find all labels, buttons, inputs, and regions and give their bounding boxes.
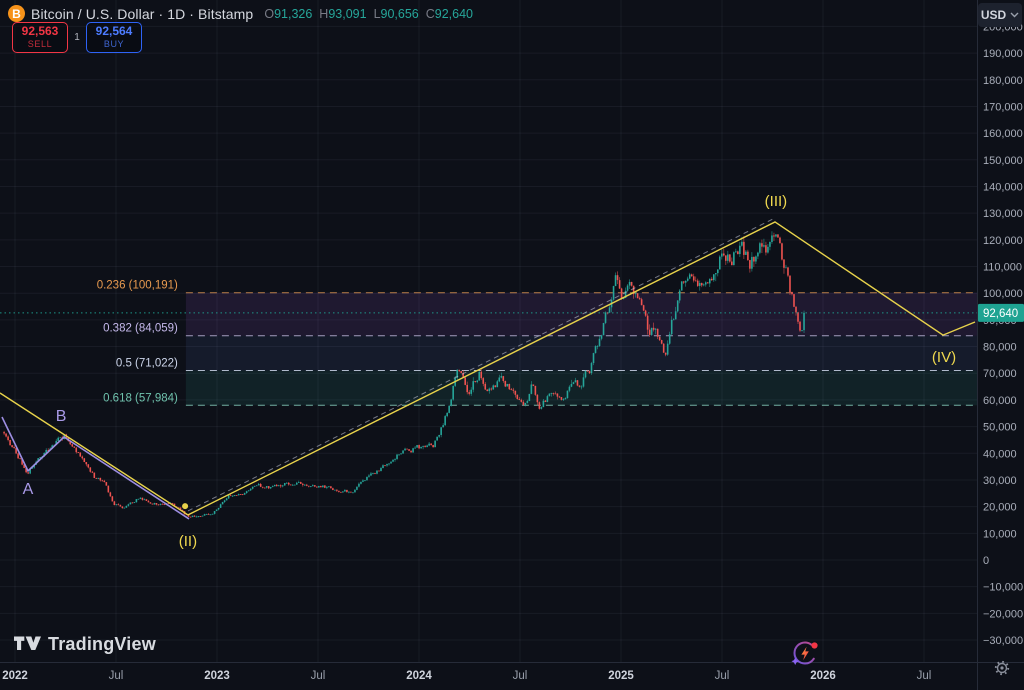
axis-settings-button[interactable] xyxy=(994,660,1010,681)
tradingview-logo-icon xyxy=(14,636,41,651)
fib-level-label: 0.618 (57,984) xyxy=(103,392,178,404)
svg-text:190,000: 190,000 xyxy=(983,48,1023,60)
svg-text:180,000: 180,000 xyxy=(983,75,1023,87)
currency-value: USD xyxy=(980,8,1007,22)
low-label: L xyxy=(373,6,381,21)
svg-text:−10,000: −10,000 xyxy=(983,582,1023,594)
svg-text:120,000: 120,000 xyxy=(983,235,1023,247)
buy-price: 92,564 xyxy=(95,24,133,38)
spread-value: 1 xyxy=(74,32,80,43)
trade-buttons: 92,563 SELL 1 92,564 BUY xyxy=(12,22,142,53)
symbol-title[interactable]: Bitcoin / U.S. Dollar · 1D · Bitstamp xyxy=(31,5,254,22)
gear-icon xyxy=(994,660,1010,676)
chevron-down-icon xyxy=(1010,12,1019,18)
svg-text:2025: 2025 xyxy=(608,670,634,682)
abc-correction-line[interactable] xyxy=(1,416,190,520)
low-value: 90,656 xyxy=(380,6,419,21)
svg-text:Jul: Jul xyxy=(715,670,730,682)
current-price-tag: 92,640 xyxy=(978,303,1024,322)
ai-sparkle-icon xyxy=(791,641,818,665)
sell-button[interactable]: 92,563 SELL xyxy=(12,22,68,53)
sell-price: 92,563 xyxy=(21,24,59,38)
wave-label[interactable]: (III) xyxy=(765,193,788,210)
high-value: 93,091 xyxy=(328,6,367,21)
wave-label[interactable]: (II) xyxy=(179,533,197,550)
open-value: 91,326 xyxy=(274,6,313,21)
time-axis[interactable]: 2022 Jul 2023 Jul 2024 Jul 2025 Jul 2026 Jul xyxy=(2,670,931,682)
svg-text:110,000: 110,000 xyxy=(983,262,1022,274)
wave-label[interactable]: A xyxy=(23,481,34,498)
svg-text:92,640: 92,640 xyxy=(983,308,1018,320)
currency-selector[interactable]: USD xyxy=(978,3,1022,27)
svg-text:160,000: 160,000 xyxy=(983,128,1023,140)
watermark-text: TradingView xyxy=(48,634,156,654)
close-label: C xyxy=(425,6,435,21)
svg-text:−30,000: −30,000 xyxy=(983,635,1023,647)
ai-assistant-button[interactable] xyxy=(788,636,822,675)
trend-line-dashed[interactable] xyxy=(187,217,776,512)
svg-text:140,000: 140,000 xyxy=(983,181,1023,193)
svg-text:Jul: Jul xyxy=(513,670,528,682)
impulse-wave-line[interactable] xyxy=(0,221,976,516)
svg-text:50,000: 50,000 xyxy=(983,422,1017,434)
bitcoin-icon: B xyxy=(8,5,25,22)
high-label: H xyxy=(319,6,329,21)
fib-level-label: 0.382 (84,059) xyxy=(103,323,178,335)
svg-text:Jul: Jul xyxy=(917,670,932,682)
wave-anchor-dot[interactable] xyxy=(182,503,189,510)
svg-text:2023: 2023 xyxy=(204,670,230,682)
svg-text:Jul: Jul xyxy=(109,670,124,682)
grid xyxy=(0,0,977,662)
svg-text:70,000: 70,000 xyxy=(983,368,1017,380)
svg-text:60,000: 60,000 xyxy=(983,395,1017,407)
fib-level-label: 0.236 (100,191) xyxy=(97,280,178,292)
svg-text:40,000: 40,000 xyxy=(983,448,1017,460)
buy-label: BUY xyxy=(103,39,125,49)
open-label: O xyxy=(264,6,275,21)
tradingview-watermark[interactable]: TradingView xyxy=(14,634,156,655)
close-value: 92,640 xyxy=(434,6,474,21)
svg-text:−20,000: −20,000 xyxy=(983,608,1023,620)
svg-text:0: 0 xyxy=(983,555,989,567)
svg-text:2022: 2022 xyxy=(2,670,28,682)
svg-text:170,000: 170,000 xyxy=(983,101,1023,113)
wave-label[interactable]: B xyxy=(56,408,67,425)
fib-level-label: 0.5 (71,022) xyxy=(116,358,178,370)
svg-text:150,000: 150,000 xyxy=(983,155,1023,167)
svg-text:Jul: Jul xyxy=(311,670,326,682)
svg-text:30,000: 30,000 xyxy=(983,475,1017,487)
ohlc-values: O 91,326 H 93,091 L 90,656 C 92,640 xyxy=(264,7,480,21)
fib-retracement-bands xyxy=(185,292,978,406)
svg-text:20,000: 20,000 xyxy=(983,502,1017,514)
svg-text:100,000: 100,000 xyxy=(983,288,1023,300)
price-axis[interactable]: −30,000 −20,000 −10,000 0 10,000 20,000 30,000… xyxy=(983,21,1023,647)
candlestick-series xyxy=(3,231,805,518)
buy-button[interactable]: 92,564 BUY xyxy=(86,22,142,53)
wave-label[interactable]: (IV) xyxy=(932,349,956,366)
svg-text:80,000: 80,000 xyxy=(983,342,1017,354)
svg-text:2024: 2024 xyxy=(406,670,432,682)
symbol-legend: B Bitcoin / U.S. Dollar · 1D · Bitstamp … xyxy=(8,5,480,22)
svg-text:2026: 2026 xyxy=(810,670,836,682)
svg-text:130,000: 130,000 xyxy=(983,208,1023,220)
sell-label: SELL xyxy=(27,39,53,49)
svg-text:10,000: 10,000 xyxy=(983,528,1017,540)
